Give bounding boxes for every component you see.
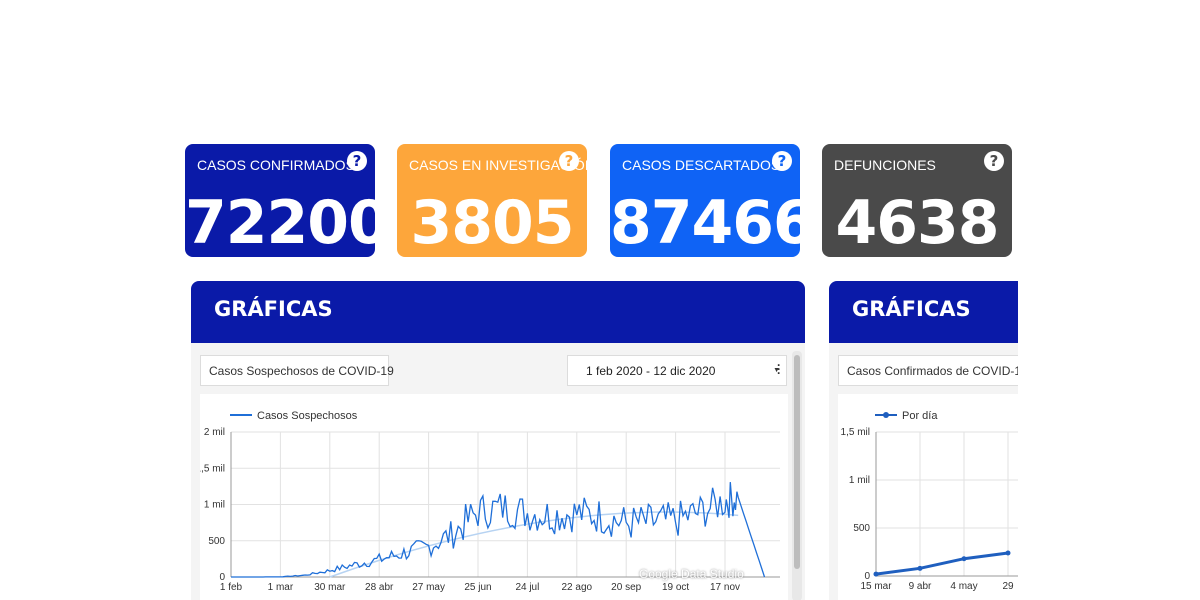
- x-tick-label: 27 may: [412, 582, 445, 593]
- y-tick-label: 1,5 mil: [200, 463, 225, 474]
- x-tick-label: 30 mar: [314, 582, 346, 593]
- y-tick-label: 0: [219, 572, 225, 583]
- stat-card-investigacion: CASOS EN INVESTIGACIÓN ? 3805: [397, 144, 587, 257]
- stat-card-confirmados: CASOS CONFIRMADOS ? 72200: [185, 144, 375, 257]
- y-tick-label: 2 mil: [204, 427, 225, 438]
- chart-area: 0 500 1 mil 1,5 mil 15 mar 9 abr 4 may 29 Por dí…: [838, 394, 1018, 600]
- data-point: [873, 571, 879, 577]
- stat-value: 87466: [610, 188, 800, 257]
- panel-title: GRÁFICAS: [214, 297, 333, 321]
- line-chart-sospechosos: 0 500 1 mil 1,5 mil 2 mil 1 feb 1 mar 30 mar 28 …: [196, 410, 780, 593]
- x-tick-label: 1 mar: [268, 582, 294, 593]
- data-point: [917, 565, 923, 571]
- panel-header: GRÁFICAS: [829, 281, 1018, 343]
- chart-title: Casos Sospechosos de COVID-19: [200, 355, 394, 386]
- stat-card-descartados: CASOS DESCARTADOS ? 87466: [610, 144, 800, 257]
- chart-title: Casos Confirmados de COVID-19: [838, 355, 1018, 386]
- scrollbar[interactable]: [792, 351, 802, 600]
- legend-label: Casos Sospechosos: [257, 410, 358, 422]
- watermark: Google Data Studio: [639, 567, 744, 581]
- data-point: [1005, 550, 1011, 556]
- help-icon[interactable]: ?: [559, 151, 579, 171]
- x-tick-label: 15 mar: [860, 581, 892, 592]
- x-tick-label: 1 feb: [220, 582, 243, 593]
- chart-area: 0 500 1 mil 1,5 mil 2 mil 1 feb 1 mar 30 mar 28 …: [196, 394, 788, 600]
- graficas-panel-confirmados: GRÁFICAS Casos Confirmados de COVID-19 0…: [829, 281, 1018, 600]
- series-line: [875, 551, 1009, 576]
- stat-value: 4638: [835, 188, 1000, 257]
- y-tick-label: 0: [864, 571, 870, 582]
- dropdown-arrow-icon: ▼: [773, 367, 780, 374]
- stat-card-defunciones: DEFUNCIONES ? 4638: [822, 144, 1012, 257]
- stat-value: 3805: [410, 188, 575, 257]
- y-tick-label: 500: [208, 536, 225, 547]
- x-tick-label: 4 may: [950, 581, 977, 592]
- date-range-selector[interactable]: 1 feb 2020 - 12 dic 2020 ▼: [567, 355, 787, 386]
- panel-body: Casos Confirmados de COVID-19 0 500 1 mil 1…: [829, 343, 1018, 600]
- help-icon[interactable]: ?: [984, 151, 1004, 171]
- x-tick-label: 19 oct: [662, 582, 689, 593]
- stat-label: CASOS EN INVESTIGACIÓN: [409, 157, 587, 173]
- line-chart-confirmados: 0 500 1 mil 1,5 mil 15 mar 9 abr 4 may 29 Por dí…: [841, 410, 1018, 592]
- scroll-thumb[interactable]: [794, 355, 800, 569]
- x-tick-label: 25 jun: [464, 582, 491, 593]
- x-tick-label: 22 ago: [562, 582, 593, 593]
- y-tick-label: 1 mil: [849, 475, 870, 486]
- stat-label: DEFUNCIONES: [834, 157, 936, 173]
- help-icon[interactable]: ?: [772, 151, 792, 171]
- stat-label: CASOS CONFIRMADOS: [197, 157, 355, 173]
- graficas-panel-sospechosos: GRÁFICAS Casos Sospechosos de COVID-19 1…: [191, 281, 805, 600]
- y-tick-label: 1 mil: [204, 500, 225, 511]
- y-tick-label: 1,5 mil: [841, 427, 870, 438]
- data-point: [961, 556, 967, 562]
- x-tick-label: 17 nov: [710, 582, 740, 593]
- more-options-icon[interactable]: · · ·: [777, 358, 781, 380]
- stat-value: 72200: [185, 188, 375, 257]
- panel-body: Casos Sospechosos de COVID-19 1 feb 2020…: [191, 343, 805, 600]
- series-line: [231, 482, 766, 578]
- panel-title: GRÁFICAS: [852, 297, 971, 321]
- x-tick-label: 29: [1002, 581, 1014, 592]
- x-tick-label: 20 sep: [611, 582, 641, 593]
- date-range-label: 1 feb 2020 - 12 dic 2020: [586, 364, 716, 378]
- stat-label: CASOS DESCARTADOS: [622, 157, 781, 173]
- legend-marker: [883, 412, 889, 418]
- x-tick-label: 28 abr: [365, 582, 394, 593]
- x-tick-label: 9 abr: [909, 581, 932, 592]
- y-tick-label: 500: [853, 523, 870, 534]
- x-tick-label: 24 jul: [515, 582, 539, 593]
- help-icon[interactable]: ?: [347, 151, 367, 171]
- legend-label: Por día: [902, 410, 938, 422]
- panel-header: GRÁFICAS: [191, 281, 805, 343]
